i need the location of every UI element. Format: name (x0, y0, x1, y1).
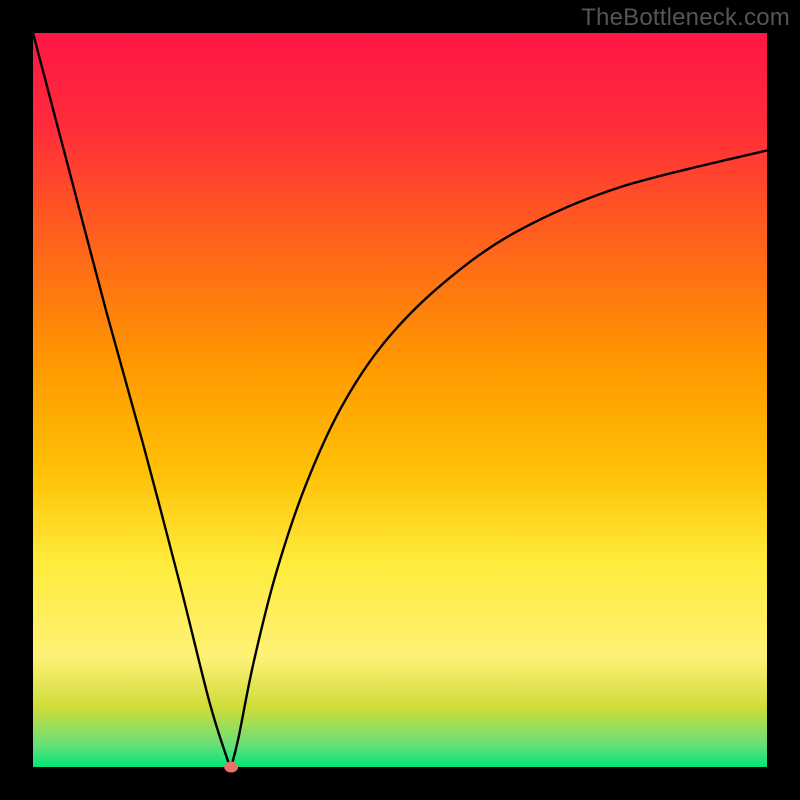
watermark-label: TheBottleneck.com (581, 4, 790, 32)
chart-frame: { "watermark": { "text": "TheBottleneck.… (0, 0, 800, 800)
bottleneck-chart (0, 0, 800, 800)
optimum-marker (224, 762, 238, 773)
plot-area (33, 33, 767, 767)
